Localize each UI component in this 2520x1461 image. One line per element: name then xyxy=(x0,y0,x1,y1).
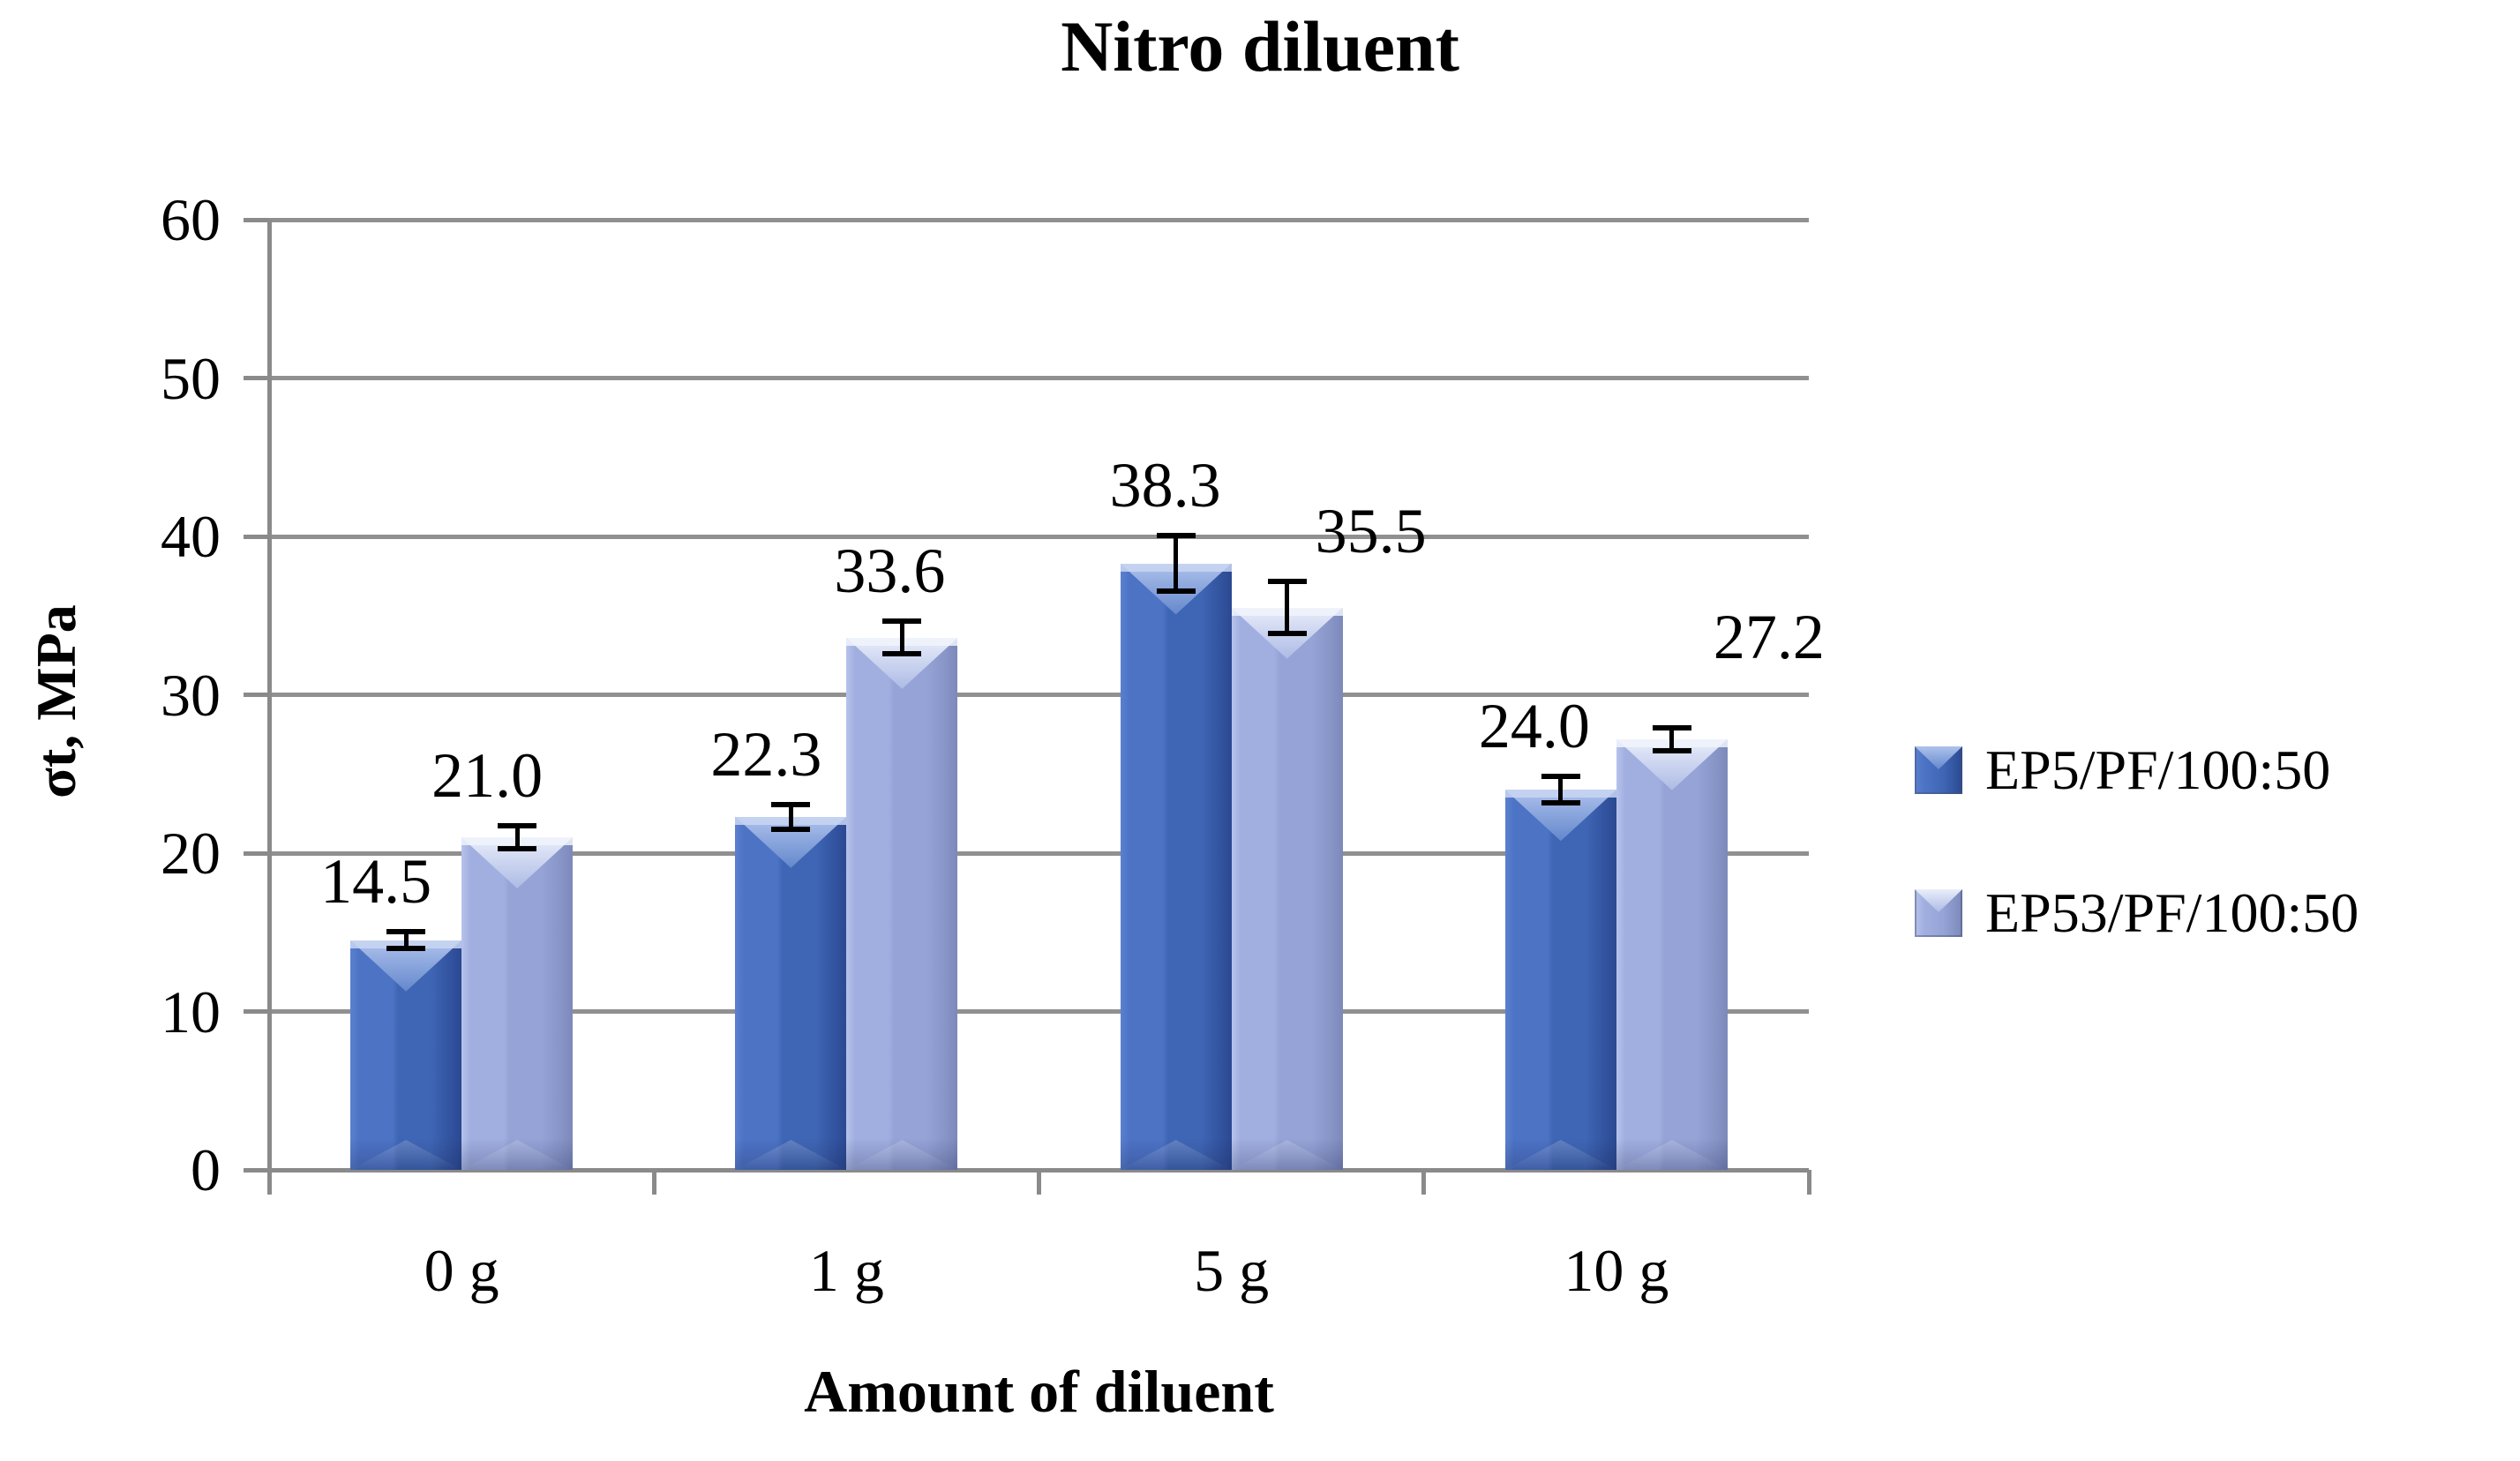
x-tick-mark xyxy=(651,1170,656,1195)
value-label: 35.5 xyxy=(1315,496,1427,567)
y-tick-mark xyxy=(244,1167,269,1173)
value-label: 27.2 xyxy=(1713,601,1825,672)
legend-item-ep53: EP53/PF/100:50 xyxy=(1915,882,2359,944)
x-axis-title: Amount of diluent xyxy=(804,1358,1274,1425)
bar-ep5-pf-100-50-10g xyxy=(1504,790,1616,1170)
error-bar xyxy=(882,618,922,657)
y-tick-mark xyxy=(244,850,269,856)
gridline xyxy=(269,376,1809,380)
gridline xyxy=(269,534,1809,539)
gridline xyxy=(269,693,1809,697)
bar-ep5-pf-100-50-0g xyxy=(350,940,462,1170)
chart-title: Nitro diluent xyxy=(1061,6,1459,86)
legend-swatch-ep5-icon xyxy=(1915,746,1962,794)
legend-label-ep5: EP5/PF/100:50 xyxy=(1985,738,2331,801)
legend-label-ep53: EP53/PF/100:50 xyxy=(1985,881,2359,944)
y-axis-line xyxy=(266,220,272,1170)
y-tick-mark xyxy=(244,534,269,539)
value-label: 21.0 xyxy=(431,739,544,811)
value-label: 22.3 xyxy=(710,718,822,790)
gridline xyxy=(269,1009,1809,1014)
bar-ep53-pf-100-50-1g xyxy=(846,637,958,1170)
x-tick-label: 0 g xyxy=(424,1237,499,1304)
error-bar xyxy=(771,801,811,832)
x-tick-mark xyxy=(1037,1170,1041,1195)
bar-ep5-pf-100-50-1g xyxy=(735,816,847,1170)
error-bar xyxy=(1652,724,1691,753)
y-tick-label: 50 xyxy=(161,344,221,412)
error-bar xyxy=(386,929,426,952)
x-tick-mark xyxy=(1421,1170,1427,1195)
y-tick-label: 30 xyxy=(161,661,221,729)
y-tick-mark xyxy=(244,376,269,380)
y-tick-mark xyxy=(244,1009,269,1014)
legend-swatch-ep53-icon xyxy=(1915,889,1962,937)
bar-ep5-pf-100-50-5g xyxy=(1120,563,1232,1170)
y-tick-mark xyxy=(244,217,269,222)
y-tick-label: 40 xyxy=(161,503,221,570)
bar-ep53-pf-100-50-0g xyxy=(461,837,574,1170)
y-tick-mark xyxy=(244,693,269,697)
error-bar xyxy=(1541,774,1580,806)
y-tick-label: 60 xyxy=(161,186,221,253)
x-tick-mark xyxy=(1806,1170,1811,1195)
error-bar xyxy=(1156,533,1196,594)
y-tick-label: 0 xyxy=(191,1136,221,1203)
y-tick-label: 20 xyxy=(161,820,221,887)
value-label: 33.6 xyxy=(834,536,946,607)
x-tick-label: 5 g xyxy=(1194,1237,1270,1304)
x-tick-label: 1 g xyxy=(808,1237,884,1304)
legend-item-ep5: EP5/PF/100:50 xyxy=(1915,739,2330,801)
y-tick-label: 10 xyxy=(161,978,221,1045)
error-bar xyxy=(1267,579,1307,637)
value-label: 24.0 xyxy=(1478,691,1590,762)
value-label: 38.3 xyxy=(1109,450,1221,521)
value-label: 14.5 xyxy=(320,846,432,918)
gridline xyxy=(269,850,1809,856)
x-tick-mark xyxy=(266,1170,272,1195)
error-bar xyxy=(498,822,537,852)
bar-ep53-pf-100-50-5g xyxy=(1231,607,1343,1170)
bar-ep53-pf-100-50-10g xyxy=(1616,738,1728,1170)
x-tick-label: 10 g xyxy=(1564,1237,1669,1304)
gridline xyxy=(269,217,1809,222)
